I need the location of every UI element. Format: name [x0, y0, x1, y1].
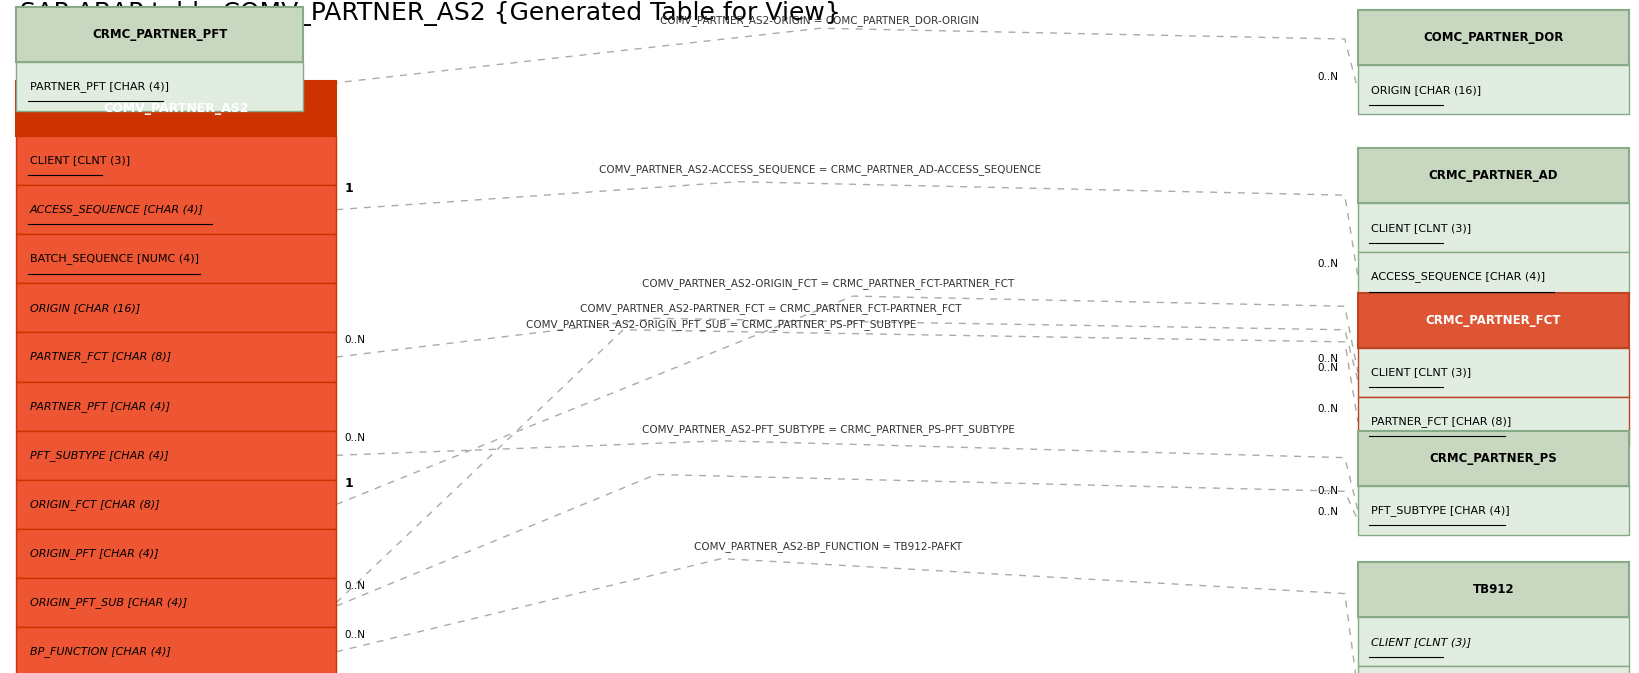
- FancyBboxPatch shape: [16, 382, 336, 431]
- Text: COMV_PARTNER_AS2: COMV_PARTNER_AS2: [103, 102, 249, 115]
- Text: CRMC_PARTNER_AD: CRMC_PARTNER_AD: [1428, 169, 1557, 182]
- FancyBboxPatch shape: [1357, 486, 1628, 535]
- Text: BATCH_SEQUENCE [NUMC (4)]: BATCH_SEQUENCE [NUMC (4)]: [30, 253, 198, 264]
- FancyBboxPatch shape: [16, 480, 336, 529]
- FancyBboxPatch shape: [16, 529, 336, 578]
- Text: TB912: TB912: [1472, 583, 1513, 596]
- FancyBboxPatch shape: [1357, 65, 1628, 114]
- FancyBboxPatch shape: [1357, 397, 1628, 446]
- Text: ACCESS_SEQUENCE [CHAR (4)]: ACCESS_SEQUENCE [CHAR (4)]: [30, 204, 203, 215]
- Text: COMV_PARTNER_AS2-PARTNER_FCT = CRMC_PARTNER_FCT-PARTNER_FCT: COMV_PARTNER_AS2-PARTNER_FCT = CRMC_PART…: [580, 303, 960, 314]
- Text: 0..N: 0..N: [1316, 72, 1337, 82]
- FancyBboxPatch shape: [16, 7, 303, 62]
- Text: COMV_PARTNER_AS2-PFT_SUBTYPE = CRMC_PARTNER_PS-PFT_SUBTYPE: COMV_PARTNER_AS2-PFT_SUBTYPE = CRMC_PART…: [641, 424, 1015, 435]
- FancyBboxPatch shape: [16, 627, 336, 673]
- FancyBboxPatch shape: [16, 81, 336, 136]
- FancyBboxPatch shape: [16, 283, 336, 332]
- Text: ORIGIN_FCT [CHAR (8)]: ORIGIN_FCT [CHAR (8)]: [30, 499, 159, 510]
- FancyBboxPatch shape: [16, 185, 336, 234]
- Text: PARTNER_PFT [CHAR (4)]: PARTNER_PFT [CHAR (4)]: [30, 81, 169, 92]
- Text: CRMC_PARTNER_PS: CRMC_PARTNER_PS: [1429, 452, 1555, 465]
- Text: CRMC_PARTNER_FCT: CRMC_PARTNER_FCT: [1424, 314, 1560, 327]
- Text: COMV_PARTNER_AS2-ORIGIN_PFT_SUB = CRMC_PARTNER_PS-PFT_SUBTYPE: COMV_PARTNER_AS2-ORIGIN_PFT_SUB = CRMC_P…: [526, 319, 916, 330]
- Text: 0..N: 0..N: [1316, 355, 1337, 365]
- Text: COMC_PARTNER_DOR: COMC_PARTNER_DOR: [1423, 31, 1562, 44]
- FancyBboxPatch shape: [1357, 431, 1628, 486]
- Text: 0..N: 0..N: [344, 630, 365, 639]
- Text: COMV_PARTNER_AS2-ACCESS_SEQUENCE = CRMC_PARTNER_AD-ACCESS_SEQUENCE: COMV_PARTNER_AS2-ACCESS_SEQUENCE = CRMC_…: [598, 164, 1041, 175]
- Text: 0..N: 0..N: [1316, 507, 1337, 517]
- Text: 1: 1: [344, 476, 352, 490]
- Text: ORIGIN_PFT [CHAR (4)]: ORIGIN_PFT [CHAR (4)]: [30, 548, 157, 559]
- Text: PARTNER_FCT [CHAR (8)]: PARTNER_FCT [CHAR (8)]: [1370, 416, 1511, 427]
- Text: 0..N: 0..N: [1316, 404, 1337, 413]
- Text: CRMC_PARTNER_PFT: CRMC_PARTNER_PFT: [92, 28, 228, 41]
- FancyBboxPatch shape: [1357, 348, 1628, 397]
- FancyBboxPatch shape: [1357, 203, 1628, 252]
- FancyBboxPatch shape: [16, 431, 336, 480]
- Text: ORIGIN [CHAR (16)]: ORIGIN [CHAR (16)]: [1370, 85, 1480, 95]
- Text: COMV_PARTNER_AS2-ORIGIN = COMC_PARTNER_DOR-ORIGIN: COMV_PARTNER_AS2-ORIGIN = COMC_PARTNER_D…: [661, 15, 978, 26]
- FancyBboxPatch shape: [1357, 562, 1628, 617]
- Text: 0..N: 0..N: [1316, 486, 1337, 495]
- Text: PFT_SUBTYPE [CHAR (4)]: PFT_SUBTYPE [CHAR (4)]: [30, 450, 169, 461]
- Text: PARTNER_PFT [CHAR (4)]: PARTNER_PFT [CHAR (4)]: [30, 400, 169, 412]
- FancyBboxPatch shape: [1357, 148, 1628, 203]
- Text: SAP ABAP table COMV_PARTNER_AS2 {Generated Table for View}: SAP ABAP table COMV_PARTNER_AS2 {Generat…: [20, 1, 841, 26]
- FancyBboxPatch shape: [16, 332, 336, 382]
- Text: 0..N: 0..N: [344, 433, 365, 443]
- FancyBboxPatch shape: [16, 136, 336, 185]
- Text: BP_FUNCTION [CHAR (4)]: BP_FUNCTION [CHAR (4)]: [30, 646, 170, 658]
- FancyBboxPatch shape: [16, 234, 336, 283]
- Text: PARTNER_FCT [CHAR (8)]: PARTNER_FCT [CHAR (8)]: [30, 351, 170, 363]
- Text: CLIENT [CLNT (3)]: CLIENT [CLNT (3)]: [30, 155, 129, 166]
- Text: 1: 1: [344, 182, 352, 194]
- Text: 0..N: 0..N: [344, 581, 365, 591]
- Text: 0..N: 0..N: [1316, 363, 1337, 373]
- Text: 0..N: 0..N: [1316, 259, 1337, 269]
- Text: CLIENT [CLNT (3)]: CLIENT [CLNT (3)]: [1370, 223, 1470, 233]
- Text: PFT_SUBTYPE [CHAR (4)]: PFT_SUBTYPE [CHAR (4)]: [1370, 505, 1510, 516]
- Text: ORIGIN [CHAR (16)]: ORIGIN [CHAR (16)]: [30, 303, 139, 313]
- FancyBboxPatch shape: [1357, 10, 1628, 65]
- Text: ACCESS_SEQUENCE [CHAR (4)]: ACCESS_SEQUENCE [CHAR (4)]: [1370, 271, 1544, 283]
- Text: COMV_PARTNER_AS2-ORIGIN_FCT = CRMC_PARTNER_FCT-PARTNER_FCT: COMV_PARTNER_AS2-ORIGIN_FCT = CRMC_PARTN…: [642, 279, 1013, 289]
- Text: CLIENT [CLNT (3)]: CLIENT [CLNT (3)]: [1370, 367, 1470, 378]
- FancyBboxPatch shape: [16, 62, 303, 111]
- FancyBboxPatch shape: [1357, 293, 1628, 348]
- FancyBboxPatch shape: [1357, 617, 1628, 666]
- FancyBboxPatch shape: [1357, 666, 1628, 673]
- FancyBboxPatch shape: [1357, 252, 1628, 302]
- Text: CLIENT [CLNT (3)]: CLIENT [CLNT (3)]: [1370, 637, 1470, 647]
- FancyBboxPatch shape: [16, 578, 336, 627]
- Text: 0..N: 0..N: [344, 335, 365, 345]
- Text: COMV_PARTNER_AS2-BP_FUNCTION = TB912-PAFKT: COMV_PARTNER_AS2-BP_FUNCTION = TB912-PAF…: [693, 541, 962, 552]
- Text: ORIGIN_PFT_SUB [CHAR (4)]: ORIGIN_PFT_SUB [CHAR (4)]: [30, 597, 187, 608]
